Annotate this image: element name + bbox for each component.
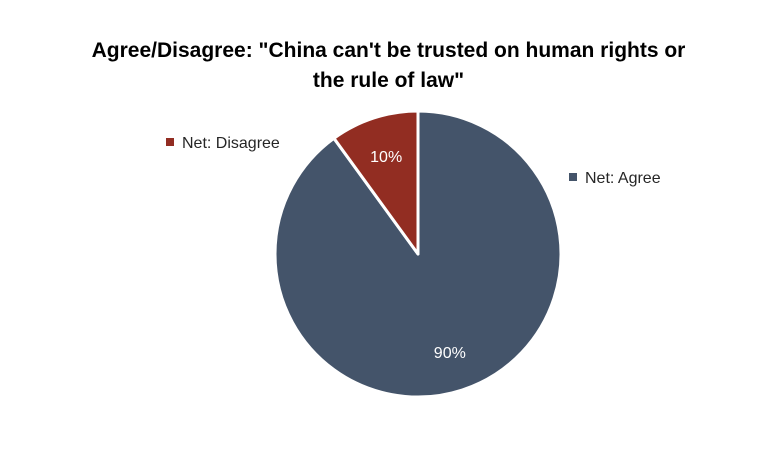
- legend-swatch-net-disagree: [166, 137, 174, 146]
- chart-title-line-2: the rule of law": [312, 69, 465, 92]
- legend-item-net-agree: Net: Agree: [569, 170, 661, 188]
- chart-title: Agree/Disagree: "China can't be trusted …: [0, 36, 777, 96]
- data-label-net-disagree: 10%: [370, 149, 402, 166]
- legend-item-net-disagree: Net: Disagree: [166, 135, 280, 153]
- legend-swatch-net-agree: [569, 172, 577, 181]
- pie-slice-net-disagree: [332, 109, 420, 256]
- data-label-net-agree: 90%: [434, 345, 466, 362]
- legend-label-net-agree: Net: Agree: [585, 170, 661, 187]
- legend-label-net-disagree: Net: Disagree: [182, 135, 280, 152]
- chart-title-line-1: Agree/Disagree: "China can't be trusted …: [91, 39, 686, 62]
